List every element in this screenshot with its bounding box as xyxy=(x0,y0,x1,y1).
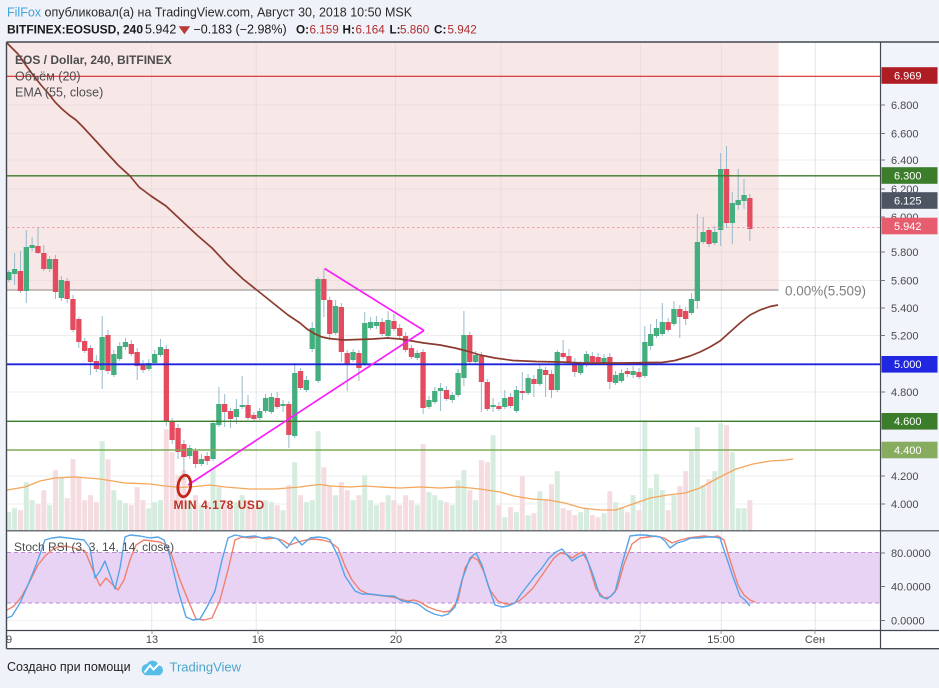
svg-text:6.800: 6.800 xyxy=(891,100,919,112)
svg-text:Объём (20): Объём (20) xyxy=(15,70,81,84)
svg-text:TradingView: TradingView xyxy=(170,660,242,675)
svg-text:5.400: 5.400 xyxy=(891,303,919,315)
svg-text:15:00: 15:00 xyxy=(707,634,735,646)
svg-text:6.300: 6.300 xyxy=(894,170,922,182)
svg-text:4.400: 4.400 xyxy=(894,445,922,457)
svg-text:Создано при помощи: Создано при помощи xyxy=(7,660,131,674)
svg-text:EMA (55, close): EMA (55, close) xyxy=(15,86,103,100)
svg-text:Stoch RSI (3, 3, 14, 14, close: Stoch RSI (3, 3, 14, 14, close) xyxy=(14,540,174,554)
svg-text:13: 13 xyxy=(146,634,158,646)
svg-text:5.000: 5.000 xyxy=(894,359,922,371)
svg-text:80.0000: 80.0000 xyxy=(891,548,931,560)
svg-text:5.600: 5.600 xyxy=(891,275,919,287)
svg-text:FilFox опубликовал(а) на Tradi: FilFox опубликовал(а) на TradingView.com… xyxy=(7,6,413,20)
svg-text:−0.183 (−2.98%): −0.183 (−2.98%) xyxy=(194,23,287,37)
svg-text:5.800: 5.800 xyxy=(891,247,919,259)
svg-text:6.969: 6.969 xyxy=(894,70,922,82)
svg-text:4.200: 4.200 xyxy=(891,471,919,483)
svg-text:EOS / Dollar, 240, BITFINEX: EOS / Dollar, 240, BITFINEX xyxy=(15,53,172,67)
svg-text:4.600: 4.600 xyxy=(894,416,922,428)
svg-text:6.600: 6.600 xyxy=(891,128,919,140)
svg-text:0.00%(5.509): 0.00%(5.509) xyxy=(785,284,866,299)
svg-text:23: 23 xyxy=(495,634,507,646)
svg-text:40.0000: 40.0000 xyxy=(891,581,931,593)
svg-text:MIN 4.178 USD: MIN 4.178 USD xyxy=(174,498,265,512)
svg-text:5.942: 5.942 xyxy=(145,23,176,37)
svg-text:27: 27 xyxy=(634,634,646,646)
svg-text:0.0000: 0.0000 xyxy=(891,615,925,627)
svg-text:9: 9 xyxy=(6,634,12,646)
svg-text:4.000: 4.000 xyxy=(891,499,919,511)
svg-text:6.400: 6.400 xyxy=(891,155,919,167)
svg-text:6.125: 6.125 xyxy=(894,195,922,207)
svg-text:4.800: 4.800 xyxy=(891,387,919,399)
svg-text:BITFINEX:EOSUSD, 240: BITFINEX:EOSUSD, 240 xyxy=(7,23,143,37)
svg-text:5.942: 5.942 xyxy=(894,221,922,233)
svg-text:16: 16 xyxy=(252,634,264,646)
svg-text:5.200: 5.200 xyxy=(891,330,919,342)
svg-text:Сен: Сен xyxy=(805,634,825,646)
svg-text:20: 20 xyxy=(390,634,402,646)
